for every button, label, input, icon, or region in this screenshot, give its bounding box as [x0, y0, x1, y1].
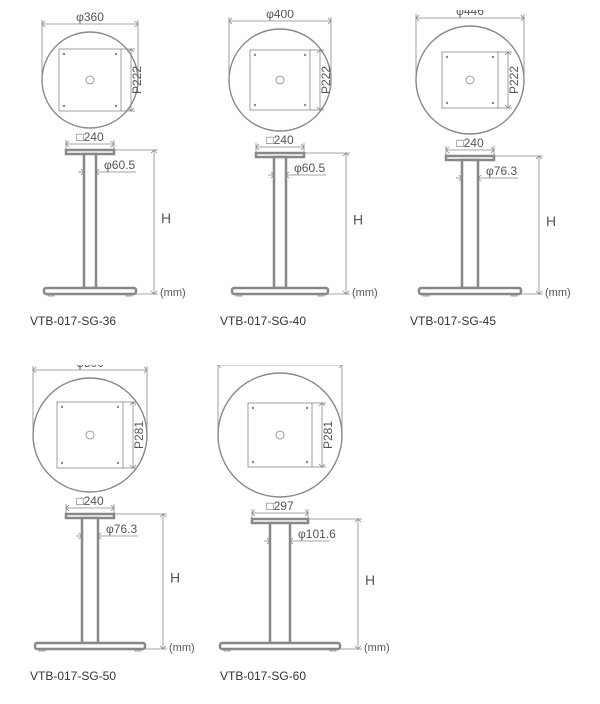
model-cell: φ400 P222 □240φ60.5 H (mm) VTB-017-SG-40 [210, 10, 390, 328]
model-label: VTB-017-SG-60 [220, 669, 390, 683]
top-sq-label: □240 [76, 130, 104, 144]
top-sq-label: □240 [456, 136, 484, 150]
col-dia-label: φ76.3 [486, 164, 517, 178]
col-dia-label: φ76.3 [106, 522, 137, 536]
model-label: VTB-017-SG-36 [30, 314, 200, 328]
tech-drawing: φ500 P281 □240φ76.3 H (mm) [20, 365, 200, 665]
square-p-label: P281 [321, 421, 335, 449]
square-p-label: P222 [319, 66, 333, 94]
height-label: H [170, 570, 180, 586]
model-label: VTB-017-SG-50 [30, 669, 200, 683]
unit-label: (mm) [545, 287, 571, 299]
model-cell: φ500 P281 □240φ76.3 H (mm) VTB-017-SG-50 [20, 365, 200, 683]
circle-dia-label: φ400 [266, 10, 294, 21]
col-dia-label: φ101.6 [298, 527, 336, 541]
unit-label: (mm) [169, 642, 195, 654]
circle-dia-label: φ360 [76, 10, 104, 24]
height-label: H [161, 210, 171, 226]
height-label: H [353, 212, 363, 228]
col-dia-label: φ60.5 [294, 161, 325, 175]
model-label: VTB-017-SG-40 [220, 314, 390, 328]
circle-dia-label: φ500 [76, 365, 104, 370]
unit-label: (mm) [364, 642, 390, 654]
height-label: H [365, 572, 375, 588]
unit-label: (mm) [160, 287, 186, 299]
top-sq-label: □297 [266, 499, 294, 513]
circle-dia-label: φ446 [456, 10, 484, 18]
square-p-label: P222 [507, 66, 521, 94]
tech-drawing: φ600P281□297φ101.6H(mm) [210, 365, 390, 665]
tech-drawing: φ400 P222 □240φ60.5 H (mm) [210, 10, 390, 310]
square-p-label: P222 [130, 66, 144, 94]
tech-drawing: φ360 P222 □240φ60.5 H (mm) [20, 10, 200, 310]
model-cell: φ360 P222 □240φ60.5 H (mm) VTB-017-SG-36 [20, 10, 200, 328]
model-label: VTB-017-SG-45 [410, 314, 580, 328]
unit-label: (mm) [352, 287, 378, 299]
top-sq-label: □240 [76, 494, 104, 508]
model-cell: φ446 P222 □240φ76.3 H (mm) VTB-017-SG-45 [400, 10, 580, 328]
tech-drawing: φ446 P222 □240φ76.3 H (mm) [400, 10, 580, 310]
top-sq-label: □240 [266, 133, 294, 147]
square-p-label: P281 [132, 421, 146, 449]
height-label: H [546, 213, 556, 229]
model-cell: φ600P281□297φ101.6H(mm)VTB-017-SG-60 [210, 365, 390, 683]
col-dia-label: φ60.5 [104, 158, 135, 172]
